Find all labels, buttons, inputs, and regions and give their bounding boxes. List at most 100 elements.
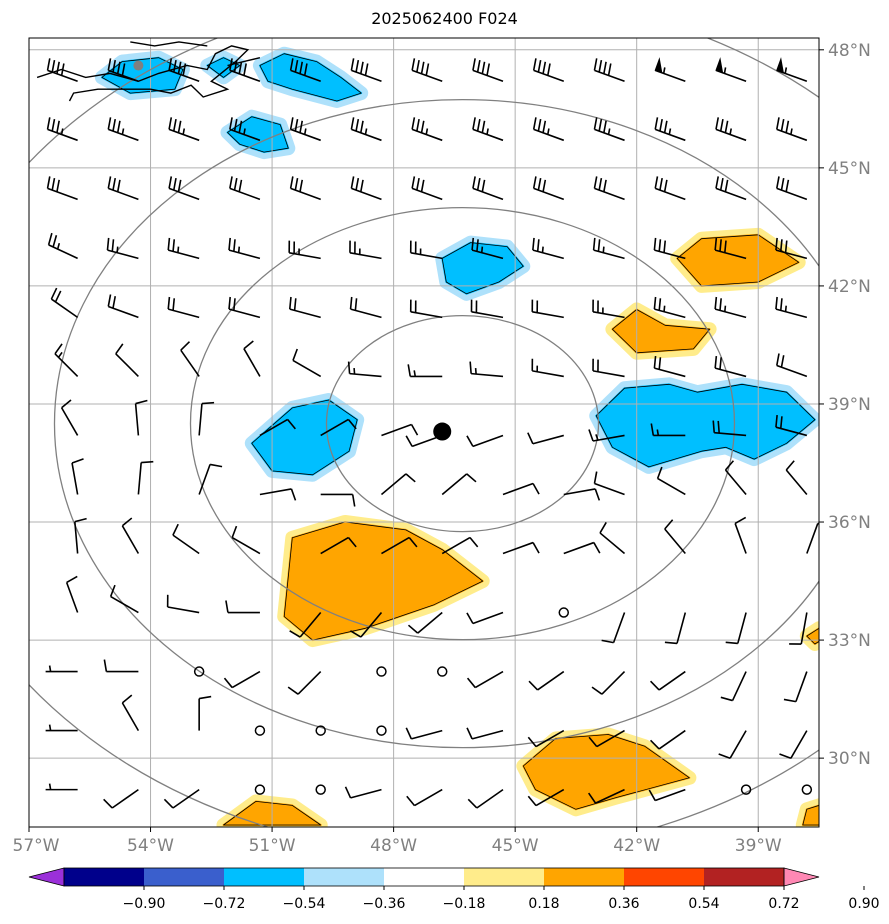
barb-staff: [714, 367, 747, 378]
wind-barb: [168, 117, 200, 142]
barb-full: [481, 179, 486, 192]
barb-full: [56, 179, 60, 192]
shaded-region-positive: [799, 621, 819, 651]
barb-full: [469, 536, 479, 548]
barb-staff: [231, 670, 261, 689]
wind-barb: [172, 523, 200, 555]
barb-full: [411, 58, 416, 71]
lat-tick-label: 45°N: [828, 159, 871, 179]
barb-full: [724, 179, 729, 192]
barb-full: [172, 523, 179, 536]
barb-full: [50, 287, 58, 300]
barb-full: [536, 239, 540, 252]
barb-full: [168, 176, 173, 189]
barb-half: [303, 128, 307, 135]
barb-staff: [111, 788, 139, 809]
barb-staff: [74, 521, 79, 554]
barb-half: [116, 246, 119, 253]
shaded-region-positive: [670, 227, 806, 293]
barb-full: [597, 239, 601, 252]
storm-center-marker: [433, 422, 452, 441]
barb-full: [486, 63, 491, 76]
wind-barb: [115, 343, 139, 377]
barb-half: [668, 128, 672, 135]
barb-full: [659, 178, 663, 191]
barb-staff: [593, 249, 625, 260]
barb-full: [528, 680, 539, 691]
barb-full: [653, 355, 657, 369]
barb-full: [121, 694, 133, 704]
barb-full: [658, 239, 662, 252]
barb-staff: [54, 353, 79, 377]
shaded-outline: [101, 57, 184, 94]
map-title: 2025062400 F024: [371, 9, 518, 28]
wind-barb: [320, 418, 357, 437]
wind-barb: [198, 463, 223, 495]
barb-staff: [381, 423, 412, 437]
barb-full: [411, 117, 416, 130]
barb-staff: [601, 670, 626, 695]
barb-staff: [65, 582, 79, 613]
barb-full: [350, 58, 355, 71]
wind-barb: [121, 694, 140, 731]
colorbar-tick-label: 0.90: [848, 896, 879, 912]
wind-barb: [466, 434, 504, 448]
wind-barb: [137, 460, 154, 495]
barb-staff: [180, 349, 200, 377]
barb-staff: [654, 308, 686, 319]
wind-barb: [406, 788, 443, 807]
lon-tick-label: 42°W: [613, 836, 660, 856]
barb-full: [141, 460, 154, 464]
latitude-labels: 48°N 45°N 42°N 39°N 36°N 33°N 30°N: [819, 41, 871, 769]
colorbar-tick-label: −0.90: [123, 896, 166, 912]
barb-staff: [351, 128, 382, 142]
barb-full: [469, 361, 472, 374]
wind-barb: [563, 541, 601, 555]
wind-barb: [46, 58, 78, 83]
wind-barb: [198, 695, 212, 731]
wind-barb: [779, 730, 808, 760]
barb-full: [719, 357, 722, 370]
barb-full: [350, 176, 355, 189]
barb-half: [790, 128, 793, 135]
wind-barb: [405, 727, 443, 740]
barb-staff: [592, 370, 625, 378]
wind-barb: [592, 237, 625, 260]
barb-staff: [532, 434, 564, 445]
barb-full: [779, 753, 792, 760]
barb-full: [416, 178, 420, 191]
wind-barb: [591, 670, 626, 695]
barb-staff: [411, 187, 443, 201]
range-ring: [53, 99, 819, 749]
barb-full: [472, 176, 476, 189]
wind-barb: [601, 612, 626, 644]
wind-barb: [229, 117, 261, 142]
barb-staff: [417, 611, 443, 634]
barb-full: [229, 58, 233, 71]
barb-full: [51, 59, 56, 73]
barb-full: [780, 355, 785, 368]
barb-full: [233, 239, 236, 252]
wind-barb: [167, 296, 200, 319]
barb-full: [288, 296, 292, 310]
wind-barb: [168, 58, 200, 83]
barb-full: [785, 120, 790, 133]
barb-full: [656, 466, 663, 479]
barb-full: [107, 58, 112, 71]
barb-full: [719, 298, 722, 311]
range-ring: [189, 206, 736, 641]
barb-staff: [351, 187, 382, 201]
barb-full: [532, 542, 540, 554]
barb-staff: [535, 788, 565, 807]
barb-staff: [592, 311, 625, 319]
calm-circle: [376, 666, 387, 677]
barb-full: [177, 61, 182, 74]
lon-tick-label: 39°W: [735, 836, 782, 856]
barb-staff: [471, 249, 504, 260]
barb-full: [653, 237, 657, 251]
barb-staff: [535, 729, 565, 748]
wind-barb: [664, 519, 686, 555]
barb-half: [607, 128, 611, 135]
